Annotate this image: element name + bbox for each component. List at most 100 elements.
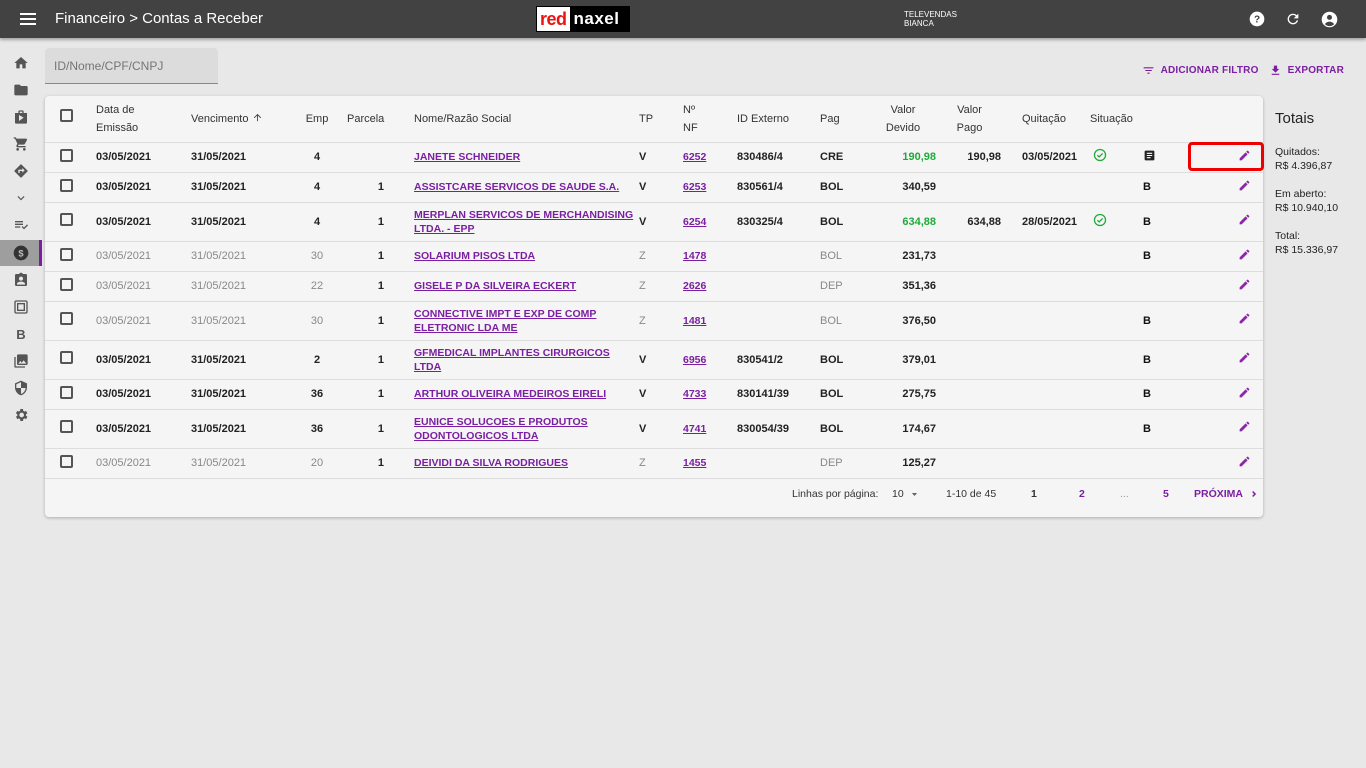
folder-icon[interactable] (0, 77, 42, 103)
table-row[interactable]: 03/05/2021 31/05/2021 22 1 GISELE P DA SILVE… (45, 271, 1263, 302)
boleto-b-mark[interactable]: B (1143, 353, 1151, 366)
nf-link[interactable]: 1478 (683, 250, 707, 262)
export-button[interactable]: EXPORTAR (1269, 64, 1344, 77)
nf-link[interactable]: 6254 (683, 215, 707, 228)
table-row[interactable]: 03/05/2021 31/05/2021 4 1 MERPLAN SERVICOS D… (45, 202, 1263, 242)
row-checkbox[interactable] (60, 420, 73, 433)
col-vencimento[interactable]: Vencimento (191, 96, 293, 143)
edit-pencil-icon[interactable] (1238, 351, 1251, 368)
shopping-bag-icon[interactable] (0, 104, 42, 130)
table-row[interactable]: 03/05/2021 31/05/2021 20 1 DEIVIDI DA SILVA … (45, 448, 1263, 479)
row-checkbox[interactable] (60, 178, 73, 192)
boleto-b-mark[interactable]: B (1143, 181, 1151, 193)
gear-icon[interactable] (0, 402, 42, 428)
row-checkbox[interactable] (60, 148, 73, 162)
boleto-b-mark[interactable]: B (1143, 250, 1151, 262)
edit-pencil-icon[interactable] (1238, 149, 1251, 166)
cart-icon[interactable] (0, 131, 42, 157)
edit-pencil-icon[interactable] (1238, 420, 1251, 437)
row-checkbox[interactable] (60, 312, 73, 325)
boleto-b-mark[interactable]: B (1143, 215, 1151, 228)
row-checkbox[interactable] (60, 454, 73, 468)
playlist-check-icon[interactable] (0, 212, 42, 238)
app-frame-icon[interactable] (0, 294, 42, 320)
row-checkbox[interactable] (60, 385, 73, 399)
col-emp[interactable]: Emp (293, 96, 341, 143)
customer-name-link[interactable]: MERPLAN SERVICOS DE MERCHANDISING LTDA. … (414, 208, 634, 235)
customer-name-link[interactable]: GISELE P DA SILVEIRA ECKERT (414, 280, 577, 292)
nf-link[interactable]: 6956 (683, 353, 707, 366)
nf-link[interactable]: 4741 (683, 422, 707, 435)
document-icon[interactable] (1143, 149, 1156, 166)
nf-link[interactable]: 1481 (683, 314, 707, 327)
search-field[interactable] (45, 48, 218, 84)
search-input[interactable] (45, 48, 218, 83)
customer-name-link[interactable]: ASSISTCARE SERVICOS DE SAUDE S.A. (414, 181, 620, 193)
page-2-button[interactable]: 2 (1079, 488, 1085, 500)
row-checkbox[interactable] (60, 247, 73, 261)
nf-link[interactable]: 2626 (683, 280, 707, 292)
home-icon[interactable] (0, 50, 42, 76)
table-row[interactable]: 03/05/2021 31/05/2021 36 1 EUNICE SOLUCOES E… (45, 409, 1263, 449)
table-row[interactable]: 03/05/2021 31/05/2021 4 JANETE SCHNEIDER V 62… (45, 142, 1263, 173)
nf-link[interactable]: 4733 (683, 388, 707, 400)
col-situacao[interactable]: Situação (1090, 96, 1200, 143)
col-parcela[interactable]: Parcela (341, 96, 414, 143)
customer-name-link[interactable]: GFMEDICAL IMPLANTES CIRURGICOS LTDA (414, 346, 610, 373)
nf-link[interactable]: 1455 (683, 457, 707, 469)
col-valor-pago[interactable]: Valor Pago (938, 96, 1003, 143)
col-nf[interactable]: Nº NF (683, 96, 737, 143)
help-icon[interactable]: ? (1248, 10, 1266, 28)
cell-parcela: 1 (341, 409, 414, 449)
nf-link[interactable]: 6252 (683, 151, 707, 163)
edit-pencil-icon[interactable] (1238, 386, 1251, 403)
chevron-down-icon[interactable] (0, 185, 42, 211)
row-checkbox[interactable] (60, 351, 73, 364)
customer-name-link[interactable]: SOLARIUM PISOS LTDA (414, 250, 536, 262)
edit-pencil-icon[interactable] (1238, 179, 1251, 196)
col-tp[interactable]: TP (639, 96, 683, 143)
customer-name-link[interactable]: EUNICE SOLUCOES E PRODUTOS ODONTOLOGICOS… (414, 415, 588, 442)
page-5-button[interactable]: 5 (1163, 488, 1169, 500)
table-row[interactable]: 03/05/2021 31/05/2021 4 1 ASSISTCARE SERVICO… (45, 172, 1263, 203)
account-icon[interactable] (1320, 10, 1338, 28)
col-id-externo[interactable]: ID Externo (737, 96, 820, 143)
table-row[interactable]: 03/05/2021 31/05/2021 2 1 GFMEDICAL IMPLANTE… (45, 340, 1263, 380)
customer-name-link[interactable]: DEIVIDI DA SILVA RODRIGUES (414, 457, 569, 469)
edit-pencil-icon[interactable] (1238, 248, 1251, 265)
col-data-emissao[interactable]: Data de Emissão (96, 96, 191, 143)
edit-pencil-icon[interactable] (1238, 213, 1251, 230)
row-checkbox[interactable] (60, 213, 73, 226)
directions-icon[interactable] (0, 158, 42, 184)
contact-badge-icon[interactable] (0, 267, 42, 293)
edit-pencil-icon[interactable] (1238, 312, 1251, 329)
page-1-button[interactable]: 1 (1031, 488, 1037, 500)
col-pag[interactable]: Pag (820, 96, 870, 143)
col-nome[interactable]: Nome/Razão Social (414, 96, 639, 143)
edit-pencil-icon[interactable] (1238, 278, 1251, 295)
table-row[interactable]: 03/05/2021 31/05/2021 30 1 CONNECTIVE IMPT E… (45, 301, 1263, 341)
finance-dollar-icon[interactable]: $ (0, 240, 42, 266)
customer-name-link[interactable]: ARTHUR OLIVEIRA MEDEIROS EIRELI (414, 388, 607, 400)
next-page-button[interactable]: PRÓXIMA (1194, 488, 1259, 500)
customer-name-link[interactable]: JANETE SCHNEIDER (414, 151, 521, 163)
boleto-b-mark[interactable]: B (1143, 388, 1151, 400)
edit-pencil-icon[interactable] (1238, 455, 1251, 472)
col-quitacao[interactable]: Quitação (1003, 96, 1090, 143)
table-row[interactable]: 03/05/2021 31/05/2021 30 1 SOLARIUM PISOS LT… (45, 241, 1263, 272)
image-icon[interactable] (0, 348, 42, 374)
b-letter-icon[interactable]: B (16, 326, 26, 342)
boleto-b-mark[interactable]: B (1143, 422, 1151, 435)
menu-icon[interactable] (20, 10, 36, 28)
row-checkbox[interactable] (60, 277, 73, 291)
rows-per-page-select[interactable]: 10 (892, 488, 919, 500)
shield-icon[interactable] (0, 375, 42, 401)
customer-name-link[interactable]: CONNECTIVE IMPT E EXP DE COMP ELETRONIC … (414, 307, 597, 334)
table-row[interactable]: 03/05/2021 31/05/2021 36 1 ARTHUR OLIVEIRA M… (45, 379, 1263, 410)
nf-link[interactable]: 6253 (683, 181, 707, 193)
add-filter-button[interactable]: ADICIONAR FILTRO (1142, 64, 1259, 77)
select-all-checkbox[interactable] (60, 109, 73, 123)
refresh-icon[interactable] (1284, 10, 1302, 28)
boleto-b-mark[interactable]: B (1143, 314, 1151, 327)
col-valor-devido[interactable]: Valor Devido (870, 96, 938, 143)
